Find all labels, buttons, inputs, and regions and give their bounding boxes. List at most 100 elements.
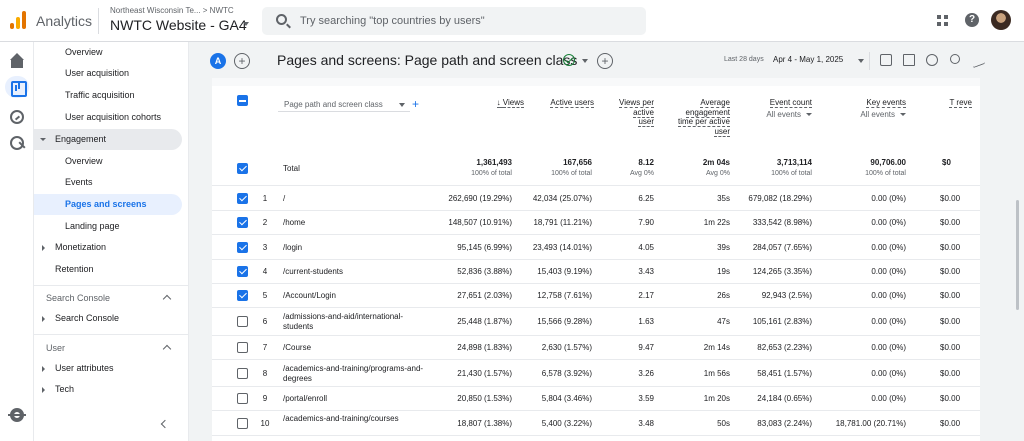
nav-item-landing-page[interactable]: Landing page bbox=[65, 221, 120, 231]
report-title-caret-icon[interactable] bbox=[582, 59, 588, 63]
apps-grid-icon[interactable] bbox=[937, 15, 948, 26]
account-breadcrumb[interactable]: Northeast Wisconsin Te... > NWTC bbox=[110, 6, 234, 15]
row-page-path[interactable]: /academics-and-training/programs-and-deg… bbox=[283, 364, 424, 383]
collapse-nav-chevron-icon[interactable] bbox=[160, 419, 170, 429]
cell-views: 25,448 (1.87%) bbox=[457, 317, 512, 326]
search-bar[interactable]: Try searching "top countries by users" bbox=[262, 7, 646, 35]
row-checkbox[interactable] bbox=[237, 418, 248, 429]
dimension-selector[interactable]: Page path and screen class bbox=[278, 98, 410, 112]
col-header-key-events[interactable]: Key events bbox=[866, 98, 906, 108]
row-checkbox[interactable] bbox=[237, 242, 248, 253]
nav-item-events[interactable]: Events bbox=[65, 177, 93, 187]
nav-item-tech[interactable]: Tech bbox=[34, 379, 182, 400]
row-page-path[interactable]: /login bbox=[283, 243, 303, 252]
date-range-picker[interactable]: Apr 4 - May 1, 2025 bbox=[773, 55, 844, 64]
add-comparison-button[interactable]: + bbox=[234, 53, 250, 69]
table-row[interactable]: 9/portal/enroll 20,850 (1.53%) 5,804 (3.46… bbox=[212, 387, 980, 411]
nav-item-engagement[interactable]: Engagement bbox=[34, 129, 182, 150]
chevron-up-icon[interactable] bbox=[162, 344, 172, 354]
property-caret-icon[interactable] bbox=[243, 22, 249, 26]
row-checkbox[interactable] bbox=[237, 342, 248, 353]
row-page-path[interactable]: /Course bbox=[283, 343, 312, 352]
property-selector[interactable]: NWTC Website - GA4 bbox=[110, 17, 247, 33]
cell-avg-engagement: 50s bbox=[717, 419, 730, 428]
row-checkbox[interactable] bbox=[237, 217, 248, 228]
table-row[interactable]: 2/home 148,507 (10.91%) 18,791 (11.21%) 7.9… bbox=[212, 211, 980, 235]
table-row[interactable]: 8/academics-and-training/programs-and-de… bbox=[212, 360, 980, 387]
help-icon[interactable]: ? bbox=[965, 13, 979, 27]
nav-item-traffic-acquisition[interactable]: Traffic acquisition bbox=[65, 90, 135, 100]
table-row[interactable]: 3/login 95,145 (6.99%) 23,493 (14.01%) 4.05… bbox=[212, 235, 980, 260]
explore-icon[interactable] bbox=[10, 110, 24, 124]
share-icon[interactable] bbox=[950, 54, 960, 64]
comparison-avatar[interactable]: A bbox=[210, 53, 226, 69]
row-page-path[interactable]: /Account/Login bbox=[283, 291, 336, 300]
totals-checkbox[interactable] bbox=[237, 163, 248, 174]
row-checkbox[interactable] bbox=[237, 368, 248, 379]
cell-revenue: $0.00 bbox=[940, 291, 961, 300]
customize-report-icon[interactable] bbox=[880, 54, 892, 66]
row-checkbox[interactable] bbox=[237, 316, 248, 327]
nav-item-pages-and-screens[interactable]: Pages and screens bbox=[34, 194, 182, 215]
nav-item-user-attributes[interactable]: User attributes bbox=[34, 358, 182, 379]
totals-row bbox=[212, 150, 980, 186]
table-row[interactable]: 6/admissions-and-aid/international-stude… bbox=[212, 308, 980, 336]
nav-item-acq-overview[interactable]: Overview bbox=[65, 47, 103, 57]
col-header-total-revenue[interactable]: T reve bbox=[949, 98, 972, 108]
row-page-path[interactable]: /admissions-and-aid/international-studen… bbox=[283, 312, 404, 331]
admin-gear-icon[interactable] bbox=[8, 408, 26, 422]
cell-key-events: 0.00 (0%) bbox=[871, 317, 906, 326]
add-dimension-button[interactable]: + bbox=[412, 97, 420, 111]
row-checkbox[interactable] bbox=[237, 193, 248, 204]
reports-nav: Overview User acquisition Traffic acquis… bbox=[34, 42, 189, 441]
page-scrollbar-thumb[interactable] bbox=[1016, 200, 1019, 310]
nav-item-eng-overview[interactable]: Overview bbox=[65, 156, 103, 166]
cell-revenue: $0.00 bbox=[940, 343, 961, 352]
trend-icon[interactable] bbox=[973, 51, 985, 69]
col-header-avg-engagement[interactable]: Average engagement time per active user bbox=[677, 98, 730, 137]
insights-icon[interactable] bbox=[926, 54, 938, 66]
verified-check-icon[interactable] bbox=[563, 54, 575, 66]
col-header-active-users[interactable]: Active users bbox=[550, 98, 594, 108]
col-header-views-per-user[interactable]: Views per active user bbox=[619, 98, 654, 127]
row-index: 8 bbox=[262, 369, 268, 378]
row-checkbox[interactable] bbox=[237, 290, 248, 301]
analytics-logo-icon[interactable] bbox=[10, 11, 26, 29]
key-events-filter[interactable]: All events bbox=[846, 110, 906, 119]
dimension-caret-icon[interactable] bbox=[399, 103, 405, 107]
compare-icon[interactable] bbox=[903, 54, 915, 66]
reports-icon[interactable] bbox=[5, 76, 29, 98]
row-checkbox[interactable] bbox=[237, 266, 248, 277]
nav-item-retention[interactable]: Retention bbox=[55, 264, 94, 274]
table-row[interactable]: 7/Course 24,898 (1.83%) 2,630 (1.57%) 9.47 2… bbox=[212, 336, 980, 360]
home-icon[interactable] bbox=[9, 53, 25, 69]
row-index: 6 bbox=[262, 317, 268, 326]
user-avatar[interactable] bbox=[991, 10, 1011, 30]
nav-item-user-acquisition-cohorts[interactable]: User acquisition cohorts bbox=[65, 112, 162, 122]
nav-item-user-acquisition[interactable]: User acquisition bbox=[65, 68, 130, 78]
select-all-checkbox[interactable] bbox=[237, 95, 248, 106]
cell-event-count: 333,542 (8.98%) bbox=[752, 218, 812, 227]
caret-right-icon bbox=[42, 245, 45, 251]
cell-views-per-user: 3.59 bbox=[638, 394, 654, 403]
advertising-icon[interactable] bbox=[10, 136, 24, 150]
row-page-path[interactable]: /academics-and-training/courses bbox=[283, 414, 399, 423]
row-page-path[interactable]: /current-students bbox=[283, 267, 344, 276]
table-row[interactable]: 10/academics-and-training/courses 18,807 … bbox=[212, 411, 980, 436]
col-header-views[interactable]: ↓ Views bbox=[496, 98, 524, 108]
date-caret-icon[interactable] bbox=[858, 59, 864, 63]
table-row[interactable]: 5/Account/Login 27,651 (2.03%) 12,758 (7.6… bbox=[212, 284, 980, 308]
nav-item-search-console[interactable]: Search Console bbox=[34, 308, 182, 329]
col-header-event-count[interactable]: Event count bbox=[769, 98, 812, 108]
row-page-path[interactable]: /home bbox=[283, 218, 306, 227]
nav-item-monetization[interactable]: Monetization bbox=[34, 237, 182, 258]
search-input[interactable]: Try searching "top countries by users" bbox=[300, 15, 485, 27]
add-filter-button[interactable]: + bbox=[597, 53, 613, 69]
chevron-up-icon[interactable] bbox=[162, 294, 172, 304]
event-count-filter[interactable]: All events bbox=[752, 110, 812, 119]
row-page-path[interactable]: /portal/enroll bbox=[283, 394, 328, 403]
table-row[interactable]: 1 / 262,690 (19.29%) 42,034 (25.07%) 6.25 35s… bbox=[212, 186, 980, 211]
table-row[interactable]: 4/current-students 52,836 (3.88%) 15,403 (… bbox=[212, 260, 980, 284]
row-page-path[interactable]: / bbox=[283, 194, 286, 203]
row-checkbox[interactable] bbox=[237, 393, 248, 404]
